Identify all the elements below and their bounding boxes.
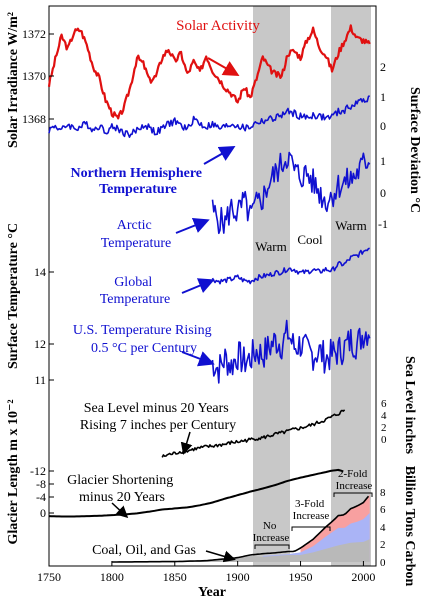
twofold-increase-label: 2-Fold Increase [336, 468, 373, 492]
solar-arrow [207, 57, 240, 76]
solar-axis-label: Solar Irradiance W/m² [6, 12, 21, 148]
threefold-increase-bracket [291, 526, 331, 531]
arctic-arrow [175, 218, 210, 234]
solar-activity-label: Solar Activity [176, 18, 260, 34]
glacier-axis-label: Glacier Length m x 10⁻² [6, 399, 21, 544]
no-increase-bracket [254, 544, 290, 549]
tick-solar-1372: 1372 [22, 27, 46, 41]
x-tick-label-1900: 1900 [226, 570, 250, 584]
x-tick-label-1800: 1800 [100, 570, 124, 584]
tick-sea-6: 6 [381, 398, 387, 410]
fill-band-coal [174, 539, 370, 562]
series-line-sea-level [161, 409, 346, 458]
tick-arctic-0: 0 [380, 186, 386, 200]
tick-sea-4: 4 [381, 410, 387, 422]
series-line-u-s-temperature [211, 319, 371, 384]
tick-solar-1368: 1368 [22, 112, 46, 126]
glacier-shortening-label: Glacier Shortening minus 20 Years [67, 473, 177, 505]
x-axis: 1750 1800 1850 1900 1950 2000 [37, 561, 375, 584]
plot-frame [48, 5, 377, 567]
x-axis-label: Year [198, 585, 226, 599]
temp-axis-label: Surface Temperature °C [6, 223, 21, 369]
sea-level-label: Sea Level minus 20 Years Rising 7 inches… [80, 401, 236, 433]
tick-carbon-4: 4 [380, 522, 386, 534]
global-arrow [181, 278, 215, 294]
tick-glacier-0: 0 [40, 506, 46, 520]
series-line-solar-activity [47, 24, 371, 120]
glacier-arrow [111, 502, 129, 519]
x-tick-label-2000: 2000 [351, 570, 375, 584]
tick-nh-1: 1 [380, 90, 386, 104]
period-label-warm-1: Warm [255, 239, 286, 254]
period-label-warm-2: Warm [335, 218, 366, 233]
tick-carbon-0: 0 [380, 557, 386, 569]
series-line-arctic-temperature [211, 151, 371, 235]
nh-temperature-label: Northern Hemisphere Temperature [70, 166, 205, 197]
tick-solar-1370: 1370 [22, 69, 46, 83]
sea-level-axis-label: Sea Level inches [402, 356, 417, 455]
tick-nh-0: 0 [380, 119, 386, 133]
x-tick-label-1750: 1750 [37, 570, 61, 584]
threefold-increase-label: 3-Fold Increase [293, 498, 330, 522]
sea-level-arrow [180, 431, 193, 455]
tick-temp-11: 11 [34, 373, 46, 387]
tick-temp-14: 14 [34, 265, 46, 279]
us-temperature-label: U.S. Temperature Rising 0.5 °C per Centu… [73, 323, 215, 356]
global-temperature-label: Global Temperature [100, 275, 171, 307]
tick-glacier-m12: -12 [30, 464, 46, 478]
fossil-fuel-label: Coal, Oil, and Gas [92, 543, 196, 558]
tick-arctic-m1: -1 [378, 217, 388, 231]
series-line-glacier-shortening [48, 468, 344, 518]
fossil-fuel-arrow [205, 550, 236, 563]
tick-glacier-m8: -8 [36, 477, 46, 491]
tick-temp-12: 12 [34, 337, 46, 351]
series-lines [47, 24, 371, 563]
twofold-increase-bracket [333, 492, 373, 497]
tick-arctic-1: 1 [380, 154, 386, 168]
x-tick-label-1950: 1950 [289, 570, 313, 584]
tick-nh-2: 2 [380, 60, 386, 74]
tick-sea-0: 0 [381, 434, 387, 446]
period-label-cool: Cool [297, 232, 323, 247]
fossil-fuel-bands [174, 494, 370, 562]
us-arrow [181, 351, 215, 367]
no-increase-label: No Increase [253, 520, 290, 544]
series-line-global-temperature [211, 247, 370, 285]
tick-carbon-8: 8 [380, 487, 386, 499]
nh-arrow [203, 146, 236, 165]
x-tick-label-1850: 1850 [163, 570, 187, 584]
tick-glacier-m4: -4 [36, 490, 46, 504]
arctic-temperature-label: Arctic Temperature [101, 218, 172, 251]
series-line-northern-hemisphere-temperature [48, 95, 371, 138]
shade-warm-1 [253, 6, 290, 566]
tick-carbon-6: 6 [380, 504, 386, 516]
tick-sea-2: 2 [381, 422, 387, 434]
carbon-axis-label: Billion Tons Carbon [402, 466, 417, 587]
surface-deviation-axis-label: Surface Deviation °C [407, 87, 422, 213]
tick-carbon-2: 2 [380, 539, 386, 551]
